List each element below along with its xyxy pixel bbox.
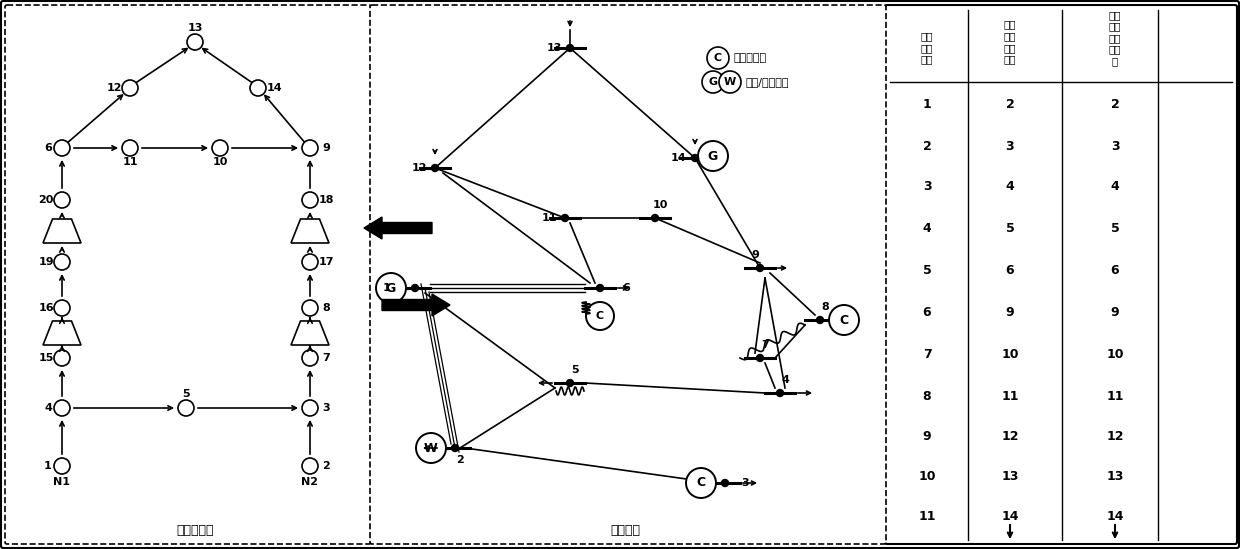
- Circle shape: [303, 140, 317, 156]
- Text: 能源
中心
编号: 能源 中心 编号: [921, 31, 934, 65]
- Circle shape: [303, 300, 317, 316]
- Circle shape: [562, 215, 568, 221]
- Circle shape: [432, 165, 439, 171]
- Circle shape: [303, 458, 317, 474]
- Text: C: C: [697, 477, 706, 490]
- Text: 天然气网络: 天然气网络: [176, 524, 213, 537]
- Text: 2: 2: [1111, 98, 1120, 110]
- Text: 7: 7: [923, 349, 931, 361]
- Text: 3: 3: [1006, 139, 1014, 153]
- Text: 2: 2: [923, 139, 931, 153]
- Text: 1: 1: [383, 283, 391, 293]
- Circle shape: [816, 317, 823, 323]
- Text: 10: 10: [212, 157, 228, 167]
- Text: 5: 5: [1006, 222, 1014, 236]
- Circle shape: [303, 192, 317, 208]
- Circle shape: [702, 71, 724, 93]
- Text: 11: 11: [123, 157, 138, 167]
- Circle shape: [55, 350, 69, 366]
- Circle shape: [303, 350, 317, 366]
- Text: 16: 16: [38, 303, 53, 313]
- FancyBboxPatch shape: [885, 5, 1238, 544]
- FancyArrow shape: [382, 294, 450, 316]
- Circle shape: [122, 80, 138, 96]
- Text: 10: 10: [919, 470, 936, 484]
- Circle shape: [55, 400, 69, 416]
- Text: 8: 8: [821, 302, 828, 312]
- Text: N2: N2: [301, 477, 319, 487]
- Polygon shape: [43, 219, 81, 243]
- Text: G: G: [386, 282, 396, 294]
- FancyArrow shape: [365, 217, 432, 239]
- Text: 7: 7: [761, 340, 769, 350]
- Circle shape: [698, 141, 728, 171]
- Polygon shape: [291, 321, 329, 345]
- Text: 14: 14: [1106, 511, 1123, 524]
- Circle shape: [212, 140, 228, 156]
- Text: 11: 11: [919, 511, 936, 524]
- FancyBboxPatch shape: [5, 5, 371, 544]
- Text: 4: 4: [781, 375, 789, 385]
- Text: 9: 9: [1006, 306, 1014, 320]
- Circle shape: [686, 468, 715, 498]
- Text: 天然
气系
统节
点编
号: 天然 气系 统节 点编 号: [1109, 10, 1121, 66]
- Text: 3: 3: [322, 403, 330, 413]
- Circle shape: [122, 140, 138, 156]
- Text: 14: 14: [671, 153, 687, 163]
- Circle shape: [250, 80, 267, 96]
- Text: 同步调相机: 同步调相机: [733, 53, 766, 63]
- Text: 13: 13: [187, 23, 202, 33]
- Circle shape: [303, 400, 317, 416]
- Text: 火电/风电机组: 火电/风电机组: [745, 77, 789, 87]
- Text: 5: 5: [923, 265, 931, 277]
- Circle shape: [55, 458, 69, 474]
- Circle shape: [55, 192, 69, 208]
- Text: 10: 10: [652, 200, 667, 210]
- Text: C: C: [596, 311, 604, 321]
- Circle shape: [596, 284, 604, 292]
- Circle shape: [55, 300, 69, 316]
- Text: 3: 3: [923, 181, 931, 193]
- Text: 电力
系统
节点
编号: 电力 系统 节点 编号: [1003, 20, 1017, 64]
- Text: C: C: [714, 53, 722, 63]
- Text: 9: 9: [751, 250, 759, 260]
- Text: 6: 6: [622, 283, 630, 293]
- Circle shape: [376, 273, 405, 303]
- Text: 18: 18: [319, 195, 334, 205]
- Circle shape: [451, 445, 459, 451]
- Text: G: G: [708, 149, 718, 163]
- Text: 12: 12: [1106, 430, 1123, 444]
- Text: W: W: [724, 77, 737, 87]
- Text: 19: 19: [38, 257, 53, 267]
- Circle shape: [179, 400, 193, 416]
- Text: 14: 14: [267, 83, 281, 93]
- Circle shape: [651, 215, 658, 221]
- Circle shape: [303, 254, 317, 270]
- Text: 14: 14: [1001, 511, 1019, 524]
- Text: 4: 4: [923, 222, 931, 236]
- Text: 4: 4: [45, 403, 52, 413]
- Text: 11: 11: [541, 213, 557, 223]
- Text: 3: 3: [1111, 139, 1120, 153]
- Circle shape: [567, 44, 573, 52]
- Text: 10: 10: [1001, 349, 1019, 361]
- Circle shape: [587, 302, 614, 330]
- Text: 13: 13: [1002, 470, 1019, 484]
- Circle shape: [692, 154, 698, 161]
- Polygon shape: [43, 321, 81, 345]
- Text: 17: 17: [319, 257, 334, 267]
- Circle shape: [55, 254, 69, 270]
- Circle shape: [719, 71, 742, 93]
- Text: 13: 13: [1106, 470, 1123, 484]
- Text: 3: 3: [742, 478, 749, 488]
- Text: G: G: [708, 77, 718, 87]
- Circle shape: [830, 305, 859, 335]
- Text: 8: 8: [322, 303, 330, 313]
- Text: 13: 13: [547, 43, 562, 53]
- Text: 12: 12: [107, 83, 122, 93]
- Text: 1: 1: [923, 98, 931, 110]
- Text: 9: 9: [322, 143, 330, 153]
- Text: 11: 11: [1001, 389, 1019, 402]
- Polygon shape: [291, 219, 329, 243]
